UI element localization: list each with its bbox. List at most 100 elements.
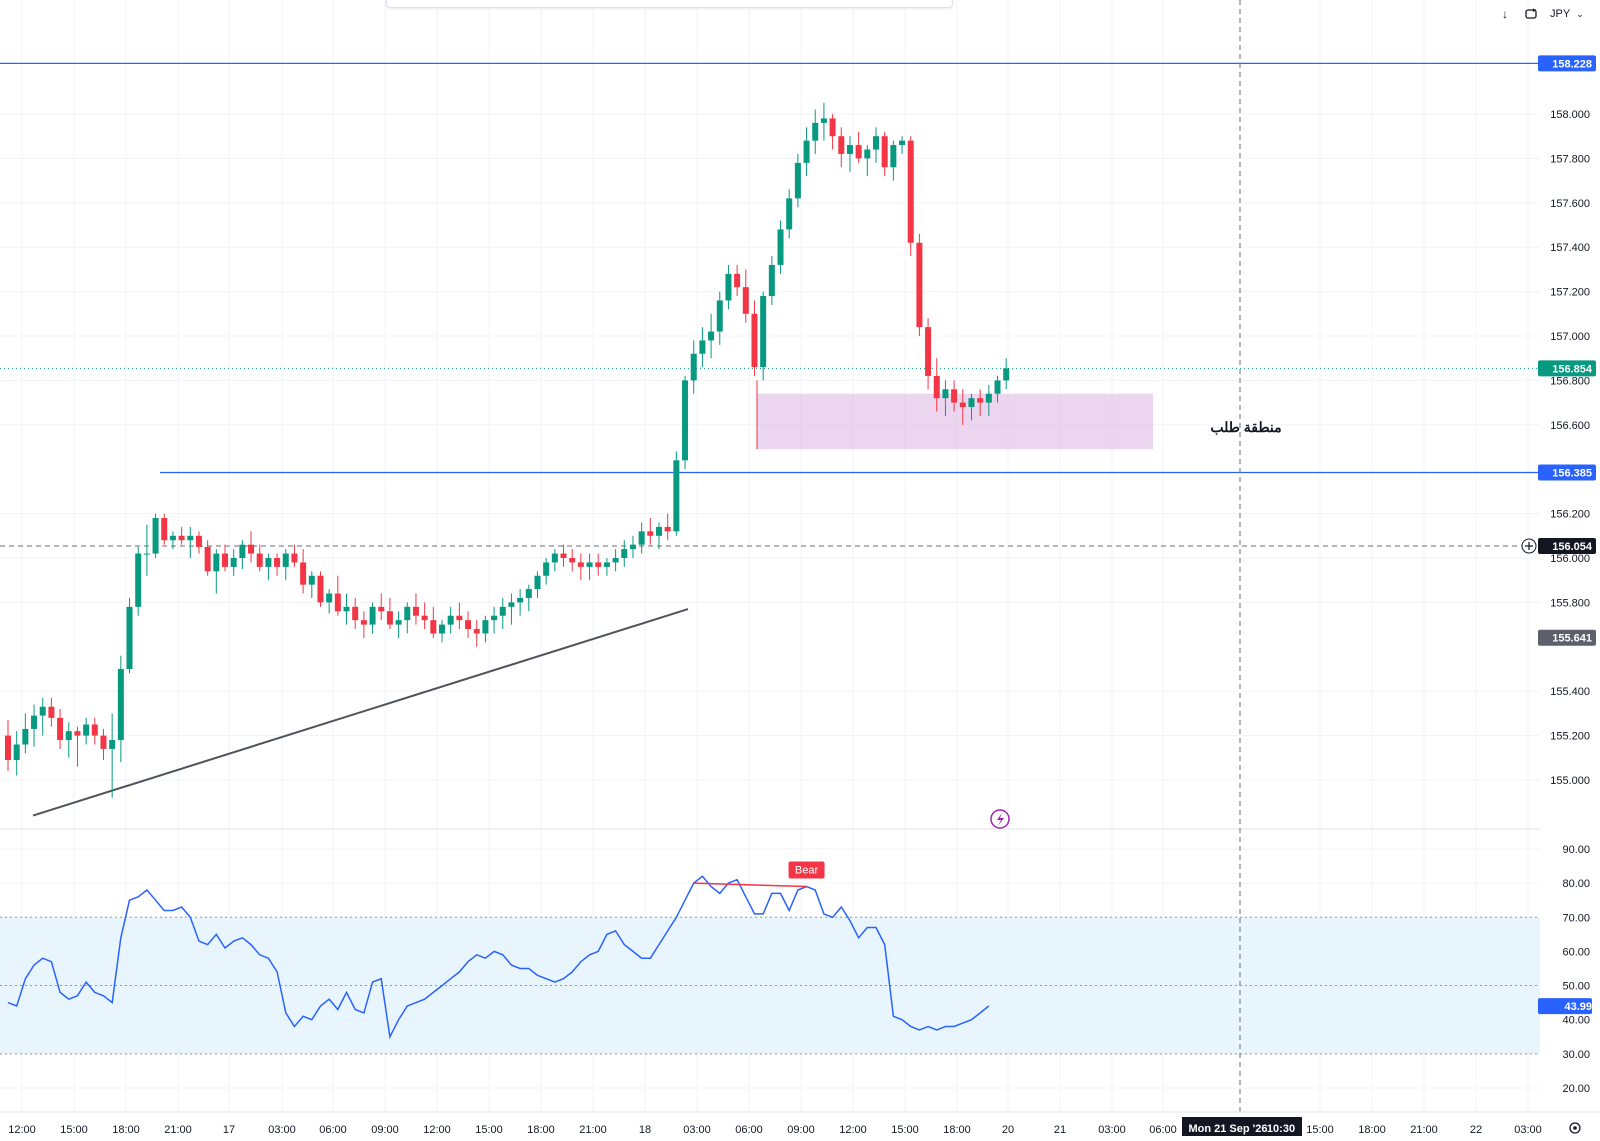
- candle: [204, 540, 211, 576]
- alert-bolt-icon[interactable]: [990, 809, 1010, 829]
- candle-body: [256, 553, 263, 567]
- time-axis-label: 12:00: [423, 1124, 451, 1136]
- candle-body: [317, 575, 324, 603]
- candle: [751, 300, 758, 376]
- candle: [656, 522, 662, 550]
- candle-body: [699, 340, 706, 354]
- candle-body: [491, 615, 498, 621]
- trendline: [32, 608, 689, 817]
- time-axis-label: 22: [1470, 1124, 1482, 1136]
- time-axis-label: 03:00: [1514, 1124, 1542, 1136]
- candle: [873, 127, 879, 163]
- rsi-axis-tick: 60.00: [1562, 946, 1590, 958]
- price-axis-tick: 157.600: [1550, 198, 1590, 210]
- demand-zone-box: [757, 393, 1153, 450]
- candle: [213, 549, 220, 594]
- candle-body: [222, 553, 228, 567]
- candle: [412, 593, 419, 625]
- rsi-current-label: 43.99: [1564, 1001, 1592, 1013]
- candle: [317, 571, 324, 607]
- time-axis-label: 15:00: [891, 1124, 919, 1136]
- chevron-down-icon: ⌄: [1576, 8, 1584, 19]
- candle: [994, 375, 1001, 403]
- candle-body: [465, 620, 472, 630]
- price-axis-tick: 155.800: [1550, 597, 1590, 609]
- plus-icon-cross: [1525, 542, 1533, 551]
- time-axis-label: 12:00: [839, 1124, 867, 1136]
- candle-body: [760, 296, 767, 368]
- candle: [725, 264, 732, 310]
- price-label-top-line-bg: [1538, 55, 1596, 72]
- candle-body: [855, 145, 862, 159]
- currency-button[interactable]: JPY ⌄: [1546, 2, 1596, 26]
- candle: [517, 589, 524, 616]
- candle-body: [499, 606, 506, 616]
- candle: [222, 544, 228, 572]
- candle-body: [152, 518, 159, 554]
- candle-body: [135, 553, 142, 607]
- candle: [508, 593, 515, 625]
- gear-icon[interactable]: [1569, 1122, 1581, 1134]
- gear-icon-center: [1573, 1126, 1577, 1130]
- candle-body: [13, 744, 20, 761]
- candle-body: [612, 558, 619, 563]
- candle-body: [178, 535, 185, 541]
- candle: [734, 264, 741, 297]
- candle-body: [83, 724, 90, 736]
- candle-body: [968, 398, 975, 408]
- candle: [195, 531, 202, 554]
- candle: [595, 553, 602, 576]
- candle-body: [369, 606, 376, 625]
- refresh-button[interactable]: [1520, 2, 1542, 26]
- time-axis-label: 21:00: [579, 1124, 607, 1136]
- candle: [699, 327, 706, 368]
- candle-body: [629, 544, 636, 550]
- candle-body: [925, 327, 932, 376]
- candle: [560, 544, 567, 567]
- candle-body: [300, 562, 307, 585]
- top-search-bar[interactable]: [386, 0, 953, 8]
- bear-divergence-line: [693, 882, 807, 888]
- candle-body: [820, 118, 827, 123]
- candle: [577, 553, 584, 581]
- candle: [31, 704, 38, 747]
- candle-body: [534, 575, 541, 590]
- candle-body: [5, 735, 11, 761]
- candle-body: [682, 380, 689, 461]
- candle-body: [716, 300, 723, 332]
- candle-body: [161, 518, 168, 541]
- candle: [647, 518, 654, 545]
- download-button[interactable]: ↓: [1494, 2, 1516, 26]
- candle: [916, 233, 923, 336]
- candle: [977, 389, 984, 416]
- candle: [812, 109, 819, 154]
- price-label-last: 156.854: [1552, 363, 1593, 375]
- time-axis-label: 09:00: [371, 1124, 399, 1136]
- candle-body: [378, 606, 385, 612]
- gear-icon-outer: [1569, 1122, 1581, 1134]
- candle: [395, 611, 402, 638]
- candle-body: [803, 140, 810, 163]
- candle: [612, 549, 619, 572]
- candle: [499, 597, 506, 630]
- plus-icon[interactable]: [1521, 538, 1537, 554]
- candle-body: [326, 593, 333, 603]
- candle-body: [768, 264, 775, 297]
- candle-body: [933, 375, 940, 399]
- candle: [985, 384, 992, 416]
- price-axis-tick: 157.400: [1550, 242, 1590, 254]
- candle-body: [386, 611, 393, 625]
- candle-body: [430, 620, 437, 634]
- time-crosshair-time: 10:30: [1267, 1123, 1295, 1135]
- candle-body: [638, 531, 645, 545]
- candle: [13, 731, 20, 776]
- candle-body: [664, 526, 671, 532]
- candle: [230, 549, 237, 576]
- time-axis-label: 18: [639, 1124, 651, 1136]
- candle: [169, 531, 176, 550]
- candle-body: [959, 402, 966, 408]
- candle: [126, 597, 133, 674]
- candle-body: [977, 398, 984, 403]
